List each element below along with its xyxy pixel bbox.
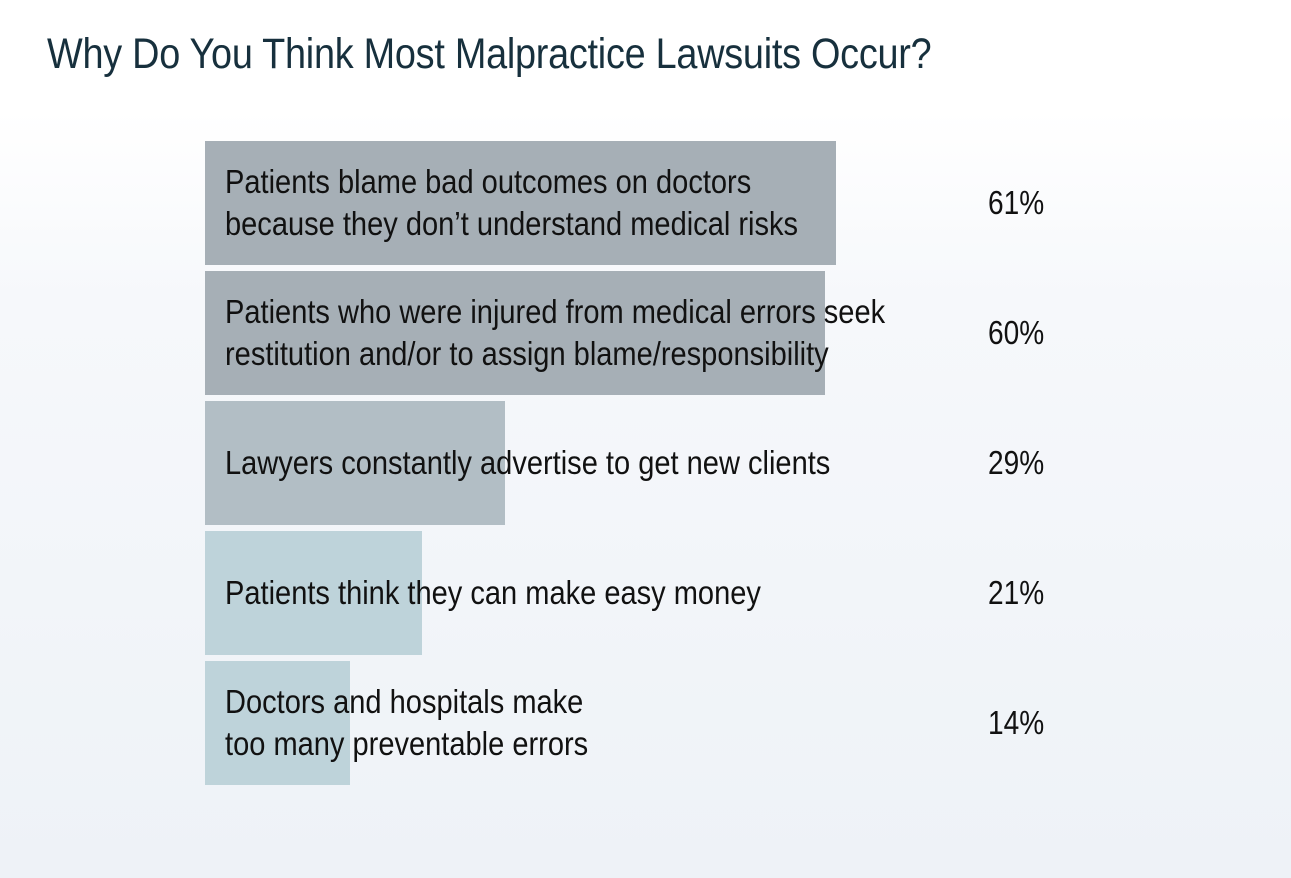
value-label-5: 14% <box>988 704 1045 741</box>
value-label-1: 61% <box>988 184 1045 221</box>
bar-label-5: Doctors and hospitals make too many prev… <box>225 683 589 762</box>
bar-label-1: Patients blame bad outcomes on doctors b… <box>225 163 799 242</box>
chart-title: Why Do You Think Most Malpractice Lawsui… <box>47 30 932 78</box>
value-label-2: 60% <box>988 314 1045 351</box>
bar-4 <box>205 531 422 655</box>
bar-3 <box>205 401 505 525</box>
value-label-4: 21% <box>988 574 1045 611</box>
bar-label-2: Patients who were injured from medical e… <box>225 293 886 372</box>
bar-label-3: Lawyers constantly advertise to get new … <box>225 444 831 481</box>
bar-5 <box>205 661 350 785</box>
bar-label-4: Patients think they can make easy money <box>225 574 761 611</box>
bar-1 <box>205 141 836 265</box>
bar-2 <box>205 271 825 395</box>
value-label-3: 29% <box>988 444 1045 481</box>
